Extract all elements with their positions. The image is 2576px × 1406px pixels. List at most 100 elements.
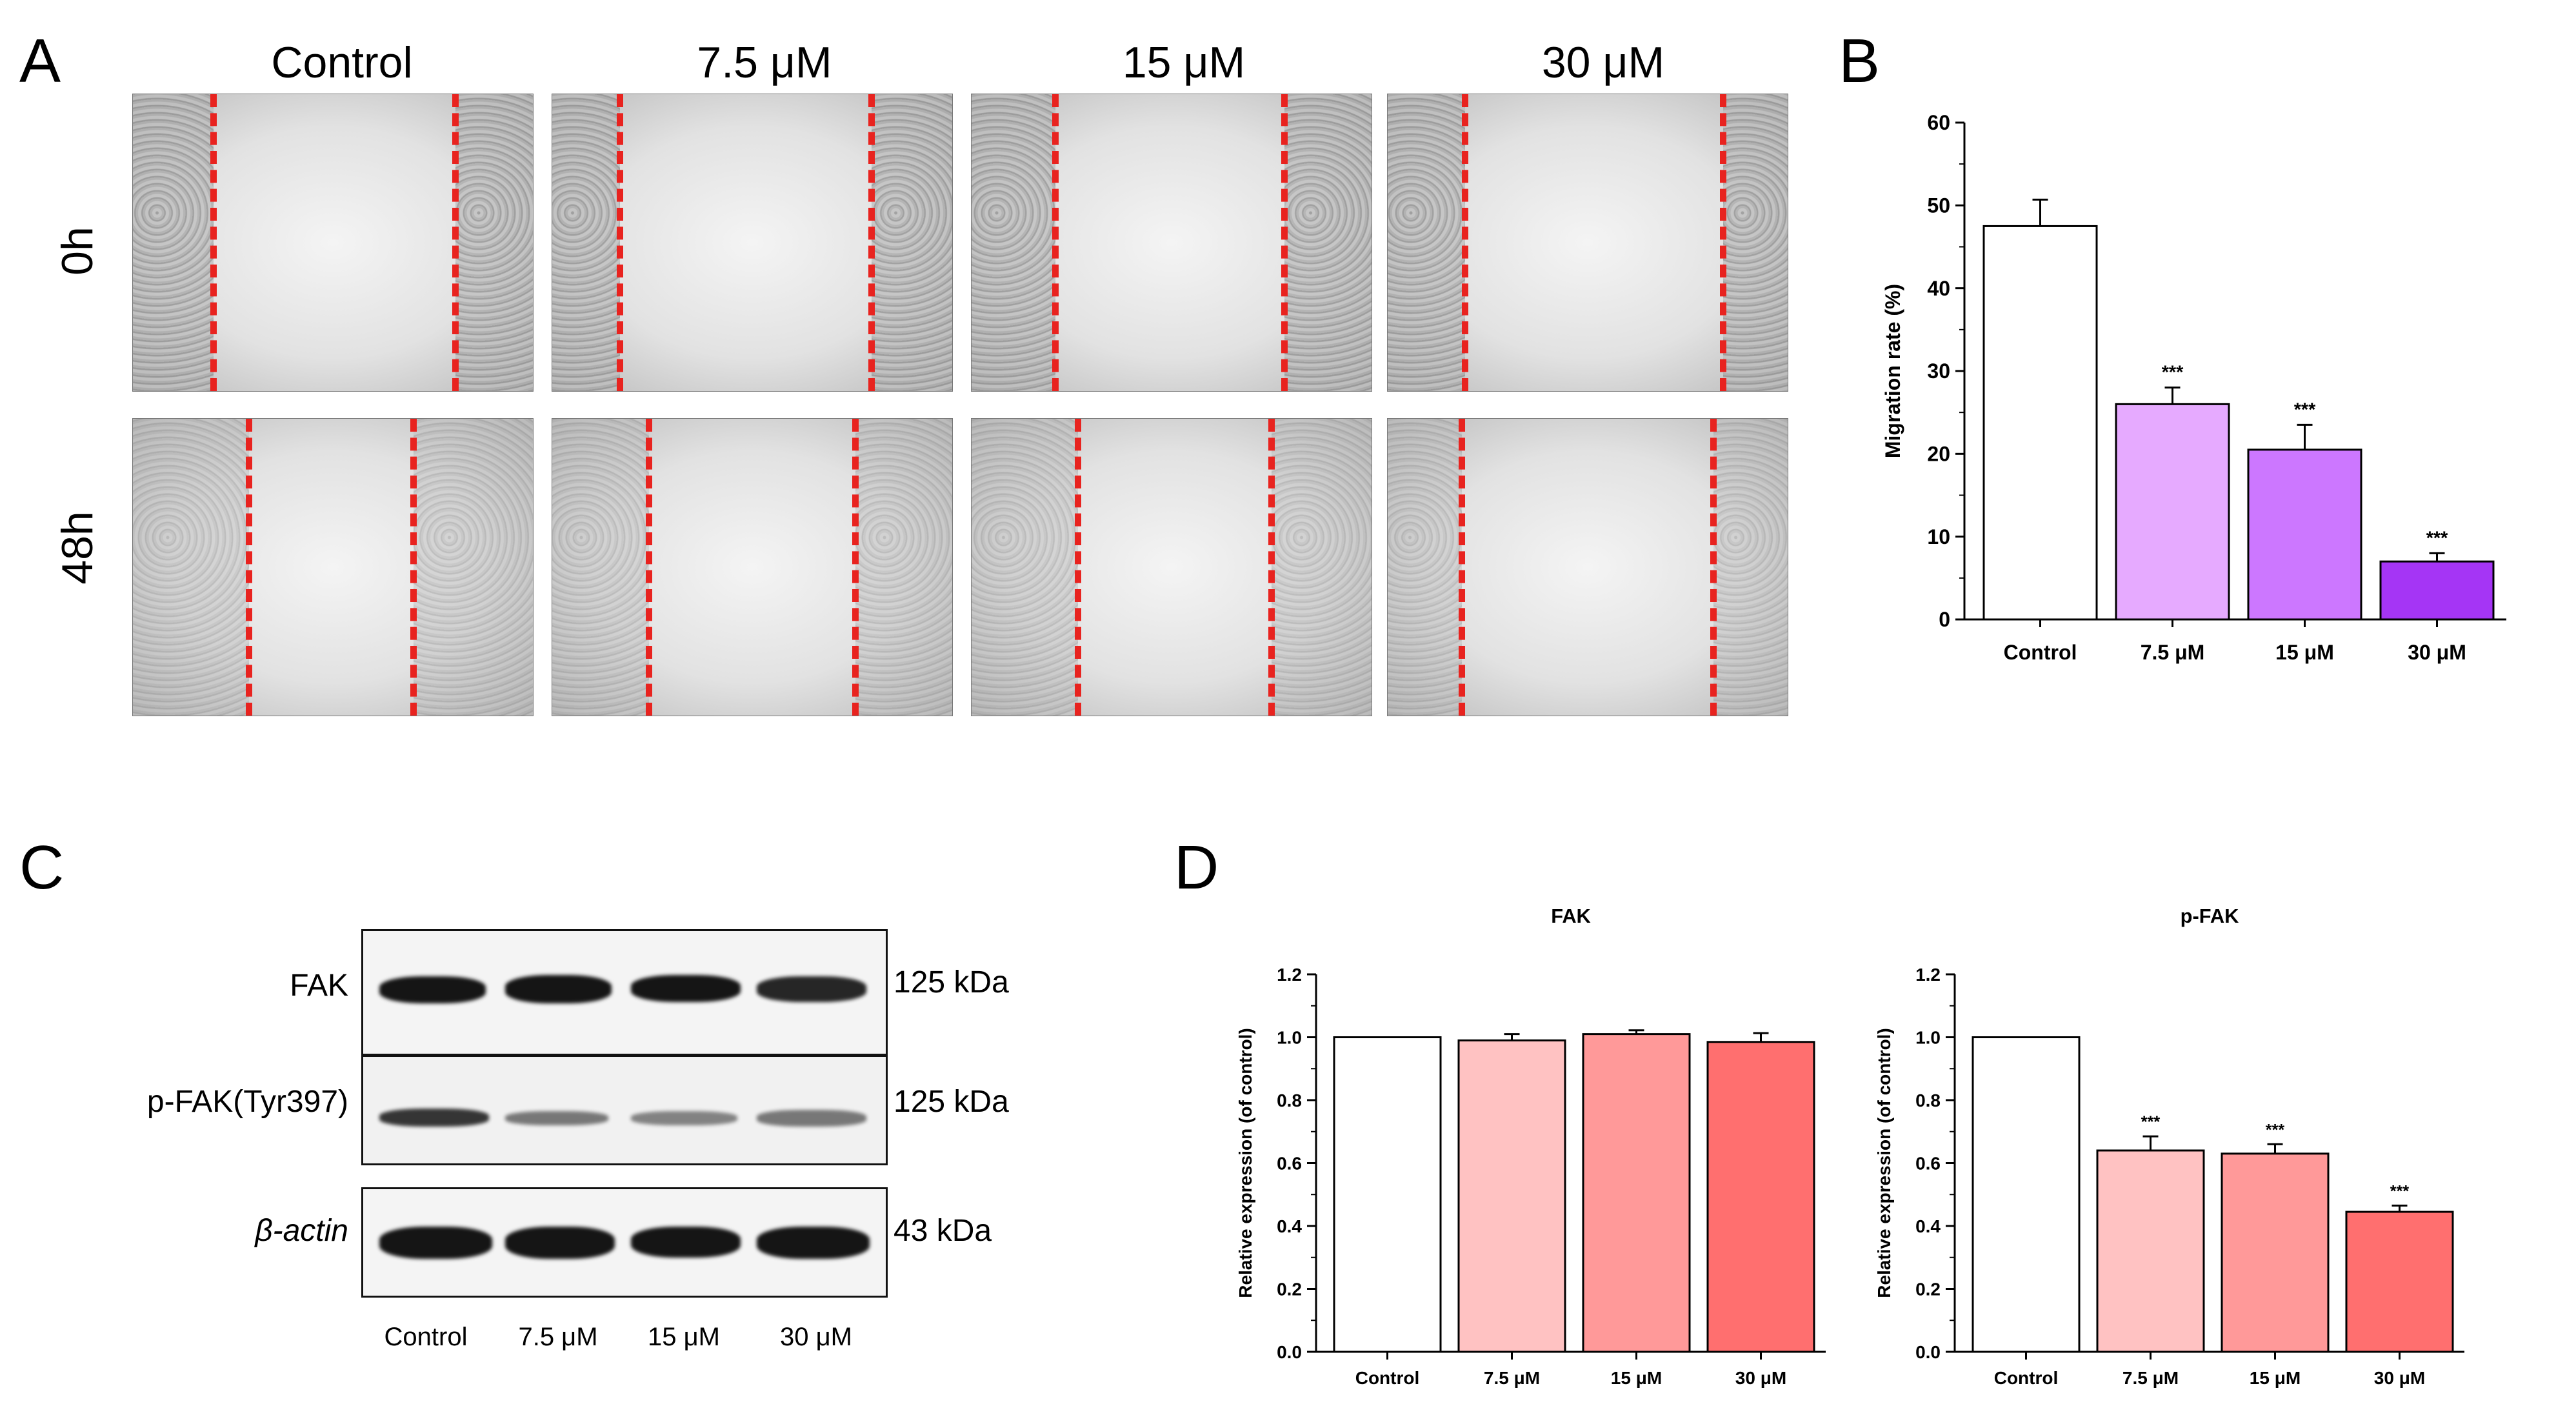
size-label-fak: 125 kDa: [894, 965, 1009, 999]
scratch-edge-left-line: [246, 419, 252, 716]
bar-2: [2247, 448, 2362, 621]
y-tick-label: 0.8: [1915, 1090, 1941, 1110]
category-label: 15 μM: [1611, 1368, 1662, 1388]
column-label-15um: 15 μM: [1122, 38, 1246, 87]
blot-fak: [361, 929, 888, 1056]
significance-label: ***: [2141, 1113, 2161, 1131]
row-label-48h: 48h: [53, 511, 102, 585]
lane-label-control: Control: [384, 1323, 468, 1351]
significance-label: ***: [2294, 399, 2316, 420]
y-tick-label: 0.4: [1915, 1216, 1941, 1236]
micrograph-0h-control: [132, 94, 534, 392]
bar-0: [1333, 1036, 1442, 1353]
chart-title: p-FAK: [2181, 905, 2239, 927]
scratch-edge-right-line: [1268, 419, 1275, 716]
chart-p-fak-expression: 0.0 0.2 0.4 0.6 0.8 1.0 1.2 Relative expression…: [1874, 905, 2464, 1388]
y-tick-label: 0.8: [1277, 1090, 1302, 1110]
chart-title: FAK: [1551, 905, 1591, 927]
bar-3: [1706, 1041, 1815, 1353]
y-tick-label: 0.2: [1915, 1279, 1941, 1299]
scratch-edge-left-line: [617, 94, 623, 391]
y-axis-label: Migration rate (%): [1881, 284, 1904, 458]
panel-letter-c: C: [19, 833, 65, 902]
y-tick-label: 1.2: [1915, 965, 1941, 985]
panel-letter-d: D: [1174, 833, 1219, 902]
y-tick-label: 0.6: [1915, 1153, 1941, 1173]
significance-label: ***: [2266, 1121, 2285, 1139]
micrograph-0h-7-5um: [552, 94, 953, 392]
scratch-edge-right-line: [410, 419, 417, 716]
scratch-edge-left-line: [1459, 419, 1465, 716]
y-tick-label: 10: [1927, 525, 1950, 548]
bar-0: [1982, 225, 2098, 621]
y-tick-label: 60: [1927, 111, 1950, 134]
category-label: 30 μM: [2408, 641, 2466, 664]
category-label: Control: [2004, 641, 2077, 664]
size-label-beta-actin: 43 kDa: [894, 1214, 992, 1248]
micrograph-48h-15um: [971, 418, 1372, 716]
category-label: 15 μM: [2275, 641, 2334, 664]
blot-label-fak: FAK: [290, 969, 348, 1003]
y-tick-label: 30: [1927, 359, 1950, 383]
y-tick-label: 0: [1939, 608, 1950, 631]
category-label: 7.5 μM: [2122, 1368, 2179, 1388]
y-axis-label: Relative expression (of control): [1235, 1028, 1255, 1298]
category-label: 15 μM: [2250, 1368, 2301, 1388]
scratch-edge-right-line: [1281, 94, 1288, 391]
category-label: 30 μM: [1735, 1368, 1786, 1388]
category-label: 7.5 μM: [1484, 1368, 1540, 1388]
micrograph-0h-30um: [1387, 94, 1788, 392]
category-label: 30 μM: [2374, 1368, 2425, 1388]
bar-3: [2379, 560, 2495, 621]
lane-label-15um: 15 μM: [648, 1323, 720, 1351]
y-tick-label: 1.0: [1915, 1027, 1941, 1047]
y-axis-label: Relative expression (of control): [1874, 1028, 1894, 1298]
y-tick-label: 0.4: [1277, 1216, 1302, 1236]
chart-migration-rate: 0 10 20 30 40 50 60 Migration rate (%) Control **…: [1881, 111, 2506, 664]
category-label: Control: [1355, 1368, 1420, 1388]
column-label-30um: 30 μM: [1541, 38, 1665, 87]
column-label-control: Control: [271, 38, 413, 87]
scratch-edge-left-line: [1462, 94, 1468, 391]
scratch-edge-left-line: [1052, 94, 1059, 391]
y-tick-label: 50: [1927, 194, 1950, 217]
panel-letter-b: B: [1839, 26, 1881, 95]
micrograph-48h-control: [132, 418, 534, 716]
micrograph-48h-7-5um: [552, 418, 953, 716]
significance-label: ***: [2390, 1182, 2410, 1200]
column-label-7-5um: 7.5 μM: [697, 38, 832, 87]
y-tick-label: 40: [1927, 277, 1950, 300]
y-tick-label: 1.2: [1277, 965, 1302, 985]
scratch-edge-left-line: [1075, 419, 1081, 716]
row-label-0h: 0h: [53, 226, 102, 276]
lane-label-30um: 30 μM: [780, 1323, 852, 1351]
y-tick-label: 0.2: [1277, 1279, 1302, 1299]
y-tick-label: 1.0: [1277, 1027, 1302, 1047]
lane-label-7-5um: 7.5 μM: [518, 1323, 598, 1351]
y-tick-label: 0.0: [1277, 1342, 1302, 1362]
scratch-edge-right-line: [1720, 94, 1726, 391]
bar-1: [2115, 403, 2230, 621]
bar-3: [2345, 1210, 2454, 1353]
y-tick-label: 20: [1927, 443, 1950, 466]
scratch-edge-right-line: [852, 419, 859, 716]
scratch-edge-right-line: [1710, 419, 1717, 716]
blot-label-beta-actin: β-actin: [255, 1214, 348, 1248]
scratch-edge-right-line: [868, 94, 875, 391]
bar-0: [1972, 1036, 2081, 1353]
y-tick-label: 0.6: [1277, 1153, 1302, 1173]
blot-beta-actin: [361, 1187, 888, 1298]
scratch-edge-left-line: [210, 94, 217, 391]
bar-2: [1582, 1033, 1691, 1353]
blot-p-fak: [361, 1055, 888, 1165]
y-tick-label: 0.0: [1915, 1342, 1941, 1362]
scratch-edge-left-line: [646, 419, 652, 716]
size-label-p-fak: 125 kDa: [894, 1085, 1009, 1119]
significance-label: ***: [2162, 363, 2184, 383]
significance-label: ***: [2426, 528, 2448, 548]
chart-fak-expression: 0.0 0.2 0.4 0.6 0.8 1.0 1.2 Relative expression…: [1235, 905, 1826, 1388]
scratch-edge-right-line: [452, 94, 459, 391]
blot-label-p-fak: p-FAK(Tyr397): [146, 1085, 348, 1119]
panel-letter-a: A: [19, 26, 61, 95]
micrograph-48h-30um: [1387, 418, 1788, 716]
